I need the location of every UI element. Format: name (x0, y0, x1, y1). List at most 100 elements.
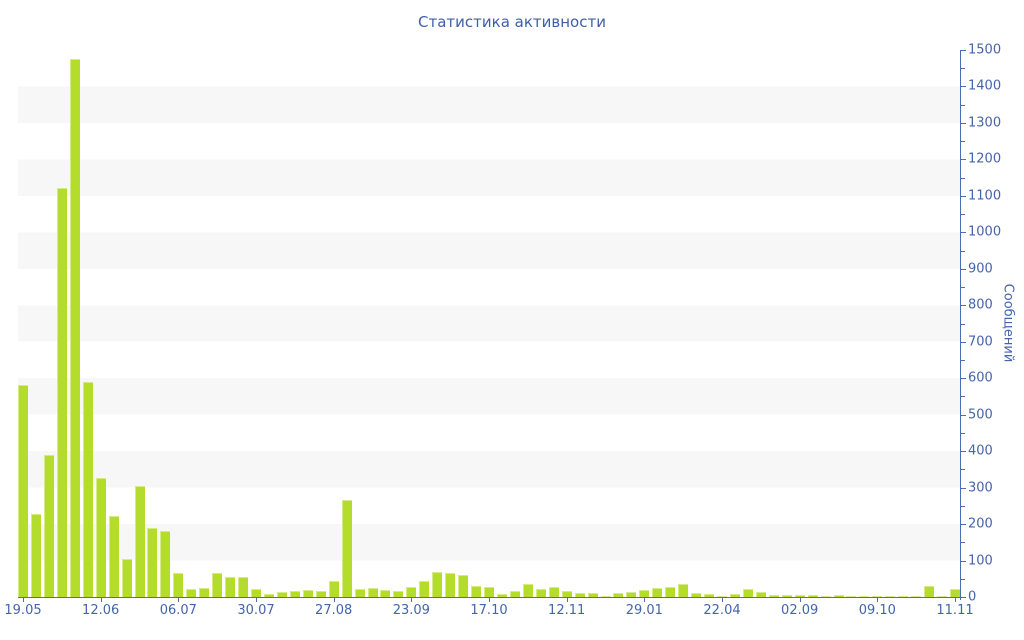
bar[interactable] (587, 593, 598, 597)
bar[interactable] (419, 581, 430, 597)
bar[interactable] (471, 586, 482, 597)
bar[interactable] (30, 514, 41, 597)
bar[interactable] (742, 589, 753, 597)
bar[interactable] (535, 589, 546, 597)
bar[interactable] (729, 594, 740, 597)
bar[interactable] (263, 594, 274, 597)
bar[interactable] (613, 593, 624, 597)
y-major-tick (961, 524, 966, 526)
bar[interactable] (134, 486, 145, 597)
bar[interactable] (755, 592, 766, 597)
chart-title: Статистика активности (418, 13, 606, 31)
y-tick-label: 1300 (968, 115, 1002, 131)
bar[interactable] (276, 592, 287, 597)
bar[interactable] (781, 595, 792, 597)
bar[interactable] (432, 572, 443, 597)
y-major-tick (961, 268, 966, 270)
bar[interactable] (367, 588, 378, 597)
bar[interactable] (121, 559, 132, 597)
bar[interactable] (406, 587, 417, 597)
bar[interactable] (43, 455, 54, 597)
y-axis-title: Сообщений (1000, 283, 1016, 363)
bar[interactable] (872, 596, 883, 597)
bar[interactable] (445, 573, 456, 597)
bar[interactable] (380, 590, 391, 597)
x-tick-label: 17.10 (470, 603, 508, 618)
bar[interactable] (251, 589, 261, 597)
bar[interactable] (328, 581, 339, 597)
bar[interactable] (509, 591, 520, 597)
y-major-tick (961, 50, 966, 51)
bar[interactable] (794, 595, 805, 597)
bar[interactable] (768, 595, 779, 597)
bar[interactable] (859, 596, 870, 597)
bar[interactable] (82, 382, 93, 597)
y-major-tick (961, 159, 966, 161)
bar[interactable] (665, 587, 676, 597)
bar[interactable] (393, 591, 404, 597)
bar[interactable] (717, 596, 727, 597)
y-tick-label: 1200 (968, 151, 1002, 167)
bar[interactable] (898, 596, 909, 597)
y-major-tick (961, 86, 966, 88)
bar[interactable] (691, 593, 702, 597)
bar[interactable] (315, 591, 326, 597)
y-major-tick (961, 195, 966, 197)
bar[interactable] (289, 591, 300, 597)
bar[interactable] (199, 588, 210, 597)
bar[interactable] (69, 59, 80, 597)
bar[interactable] (354, 589, 365, 597)
bar[interactable] (574, 593, 585, 597)
bar[interactable] (173, 573, 184, 597)
bar[interactable] (56, 188, 67, 597)
bar[interactable] (458, 575, 469, 597)
bar[interactable] (225, 577, 236, 597)
bar[interactable] (807, 595, 818, 597)
bar[interactable] (160, 531, 171, 597)
y-minor-tick (961, 505, 965, 507)
x-tick-label: 23.09 (392, 603, 430, 618)
bar[interactable] (302, 590, 313, 597)
bar[interactable] (639, 590, 650, 597)
bar[interactable] (147, 528, 158, 597)
y-tick-label: 400 (968, 443, 993, 459)
x-tick-label: 09.10 (858, 603, 896, 618)
bar[interactable] (833, 595, 844, 597)
bar[interactable] (561, 591, 572, 597)
bar[interactable] (652, 588, 663, 597)
bar[interactable] (937, 596, 948, 597)
bar[interactable] (678, 584, 689, 597)
y-minor-tick (961, 542, 965, 544)
y-minor-tick (961, 396, 965, 398)
bar[interactable] (626, 592, 637, 597)
bar[interactable] (924, 586, 935, 597)
bar[interactable] (885, 596, 896, 597)
bar[interactable] (950, 589, 960, 597)
x-tick (100, 598, 102, 602)
bar[interactable] (18, 385, 28, 597)
bar[interactable] (704, 594, 715, 597)
bar[interactable] (484, 587, 494, 597)
y-minor-tick (961, 68, 965, 70)
bar[interactable] (238, 577, 249, 597)
y-minor-tick (961, 141, 965, 143)
x-tick (877, 598, 879, 602)
bar[interactable] (496, 594, 507, 597)
x-tick (799, 598, 801, 602)
bar[interactable] (820, 596, 831, 597)
bar[interactable] (341, 500, 352, 597)
bar[interactable] (600, 596, 611, 597)
y-tick-label: 1100 (968, 188, 1002, 204)
bar[interactable] (95, 478, 106, 597)
bar[interactable] (911, 596, 922, 597)
bar[interactable] (108, 516, 119, 597)
y-tick-label: 600 (968, 370, 993, 386)
bar[interactable] (186, 589, 197, 597)
y-minor-tick (961, 578, 965, 580)
bar[interactable] (522, 584, 533, 597)
y-tick-label: 1500 (968, 42, 1002, 58)
bar[interactable] (846, 596, 857, 597)
bar[interactable] (212, 573, 223, 597)
bar[interactable] (548, 587, 559, 597)
y-tick-label: 200 (968, 516, 993, 532)
